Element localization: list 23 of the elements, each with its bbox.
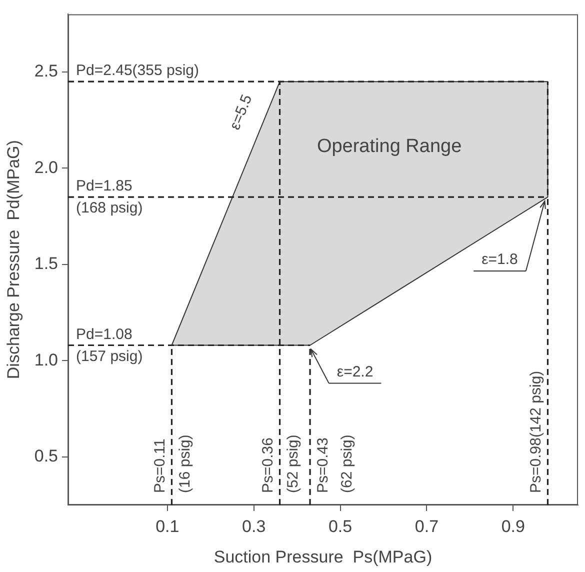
y-tick-label: 1.5 — [34, 254, 58, 274]
annotation: Operating Range — [316, 136, 462, 157]
x-tick-label: 0.5 — [328, 516, 352, 536]
ref-line-label: Ps=0.11 (16 psig) — [151, 434, 194, 493]
x-axis-title: Suction Pressure Ps(MPaG) — [214, 547, 432, 566]
y-tick-label: 1.0 — [34, 350, 58, 370]
ref-line-label: Ps=0.98(142 psig) — [527, 370, 544, 493]
annotation: ε=5.5 — [226, 92, 256, 132]
y-tick-label: 2.5 — [34, 62, 58, 81]
y-tick-label: 2.0 — [34, 158, 58, 177]
ref-line-label: Ps=0.36 (52 psig) — [259, 434, 302, 493]
y-tick-label: 0.5 — [34, 446, 58, 466]
x-tick-label: 0.7 — [414, 516, 439, 536]
annotation: ε=1.8 — [482, 251, 518, 268]
ref-line-label: Pd=2.45(355 psig) — [76, 62, 200, 80]
x-tick-label: 0.9 — [501, 516, 525, 536]
ref-line-label: Pd=1.08 (157 psig) — [76, 326, 143, 365]
annotation: ε=2.2 — [336, 363, 374, 380]
ref-line-label: Ps=0.43 (62 psig) — [314, 434, 356, 493]
x-tick-label: 0.3 — [242, 516, 266, 536]
ref-line-label: Pd=1.85 (168 psig) — [76, 178, 143, 217]
y-axis-title: Discharge Pressure Pd(MPaG) — [4, 140, 23, 380]
x-tick-label: 0.1 — [156, 516, 180, 536]
